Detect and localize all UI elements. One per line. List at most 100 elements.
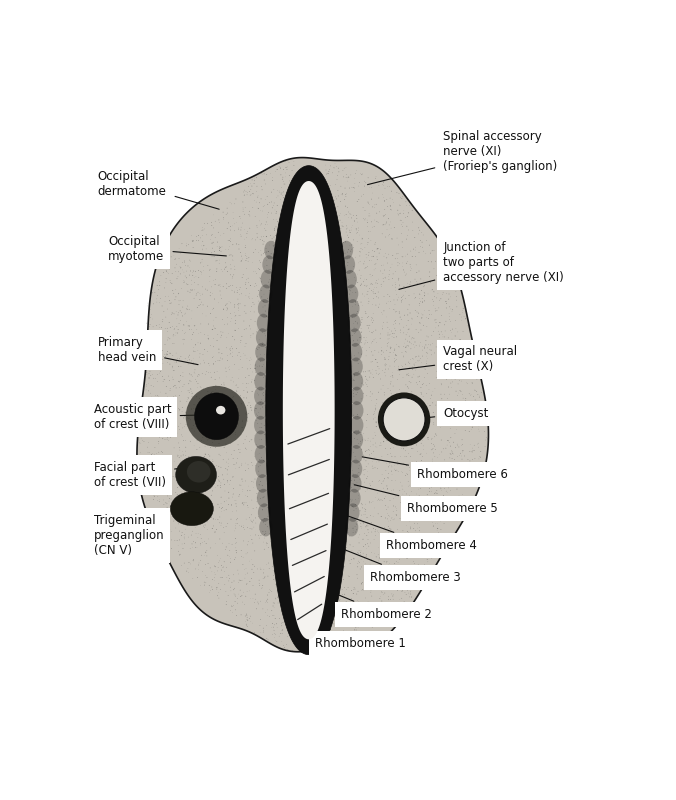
Point xyxy=(396,294,407,307)
Point xyxy=(201,550,212,562)
Point xyxy=(209,366,220,378)
Point xyxy=(375,265,386,278)
Point xyxy=(341,187,352,200)
Point xyxy=(224,249,235,262)
Point xyxy=(179,256,190,269)
Point xyxy=(348,628,359,641)
Point xyxy=(153,354,164,367)
Point xyxy=(429,382,440,394)
Point xyxy=(458,302,468,314)
Point xyxy=(385,341,395,354)
Point xyxy=(216,519,226,532)
Point xyxy=(386,563,397,576)
Point xyxy=(470,460,481,473)
Point xyxy=(370,437,381,450)
Point xyxy=(247,174,258,186)
Point xyxy=(390,349,401,362)
Point xyxy=(191,270,201,282)
Point xyxy=(222,298,233,310)
Point xyxy=(427,293,438,306)
Point xyxy=(247,434,258,446)
Point xyxy=(413,558,424,570)
Point xyxy=(265,247,276,260)
Point xyxy=(210,526,220,538)
Point xyxy=(408,368,419,381)
Point xyxy=(422,431,433,444)
Point xyxy=(359,552,370,565)
Point xyxy=(368,283,379,296)
Point xyxy=(460,424,470,437)
Point xyxy=(387,587,397,600)
Point xyxy=(445,431,456,444)
Point xyxy=(347,372,358,385)
Point xyxy=(393,247,404,260)
Point xyxy=(169,322,180,335)
Ellipse shape xyxy=(350,416,364,434)
Point xyxy=(342,605,353,618)
Point xyxy=(208,358,219,371)
Point xyxy=(181,565,192,578)
Point xyxy=(208,332,219,345)
Point xyxy=(246,554,257,566)
Point xyxy=(205,366,216,379)
Point xyxy=(174,286,185,299)
Point xyxy=(170,389,180,402)
Point xyxy=(163,434,174,447)
Point xyxy=(227,346,238,358)
Point xyxy=(235,212,246,225)
Point xyxy=(385,566,396,578)
Point xyxy=(422,535,433,548)
Point xyxy=(241,189,252,202)
Point xyxy=(358,386,369,399)
Point xyxy=(209,250,220,263)
Point xyxy=(381,251,392,264)
Point xyxy=(343,273,354,286)
Point xyxy=(267,174,278,187)
Point xyxy=(361,519,372,532)
Point xyxy=(164,298,174,310)
Point xyxy=(151,360,162,373)
Point xyxy=(198,260,209,273)
Point xyxy=(457,446,468,458)
Point xyxy=(145,465,156,478)
Point xyxy=(357,341,368,354)
Point xyxy=(347,501,358,514)
Point xyxy=(276,181,287,194)
Point xyxy=(341,171,352,184)
Point xyxy=(379,431,389,444)
Point xyxy=(200,570,211,582)
Point xyxy=(178,380,189,393)
Point xyxy=(252,290,263,302)
Point xyxy=(364,558,375,570)
Point xyxy=(377,477,387,490)
Point xyxy=(218,211,229,224)
Point xyxy=(266,270,277,282)
Point xyxy=(351,388,362,401)
Point xyxy=(344,288,355,301)
Point xyxy=(349,623,360,636)
Point xyxy=(203,330,214,342)
Point xyxy=(362,422,372,434)
Point xyxy=(363,310,374,323)
Point xyxy=(402,210,413,223)
Point xyxy=(154,493,165,506)
Point xyxy=(420,311,431,324)
Point xyxy=(417,450,428,462)
Point xyxy=(186,515,197,528)
Point xyxy=(416,311,427,324)
Point xyxy=(393,535,404,548)
Point xyxy=(219,555,230,568)
Point xyxy=(249,473,260,486)
Point xyxy=(251,402,262,415)
Point xyxy=(456,364,466,377)
Point xyxy=(179,537,190,550)
Point xyxy=(321,168,332,181)
Point xyxy=(160,290,170,302)
Point xyxy=(358,464,369,477)
Point xyxy=(356,443,367,456)
Point xyxy=(143,371,154,384)
Point xyxy=(383,520,394,533)
Point xyxy=(403,367,414,380)
Point xyxy=(171,356,182,369)
Point xyxy=(387,232,397,245)
